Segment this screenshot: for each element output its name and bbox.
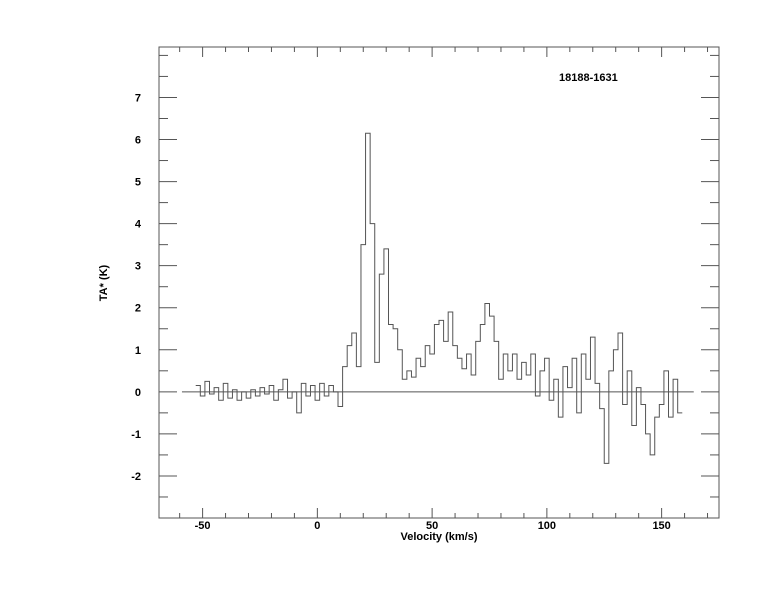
y-tick-label: 1 [135,345,141,357]
x-axis-label: Velocity (km/s) [400,531,477,543]
chart-title: 18188-1631 [559,72,618,84]
x-tick-label: 100 [538,520,556,532]
y-tick-label: 5 [135,177,141,189]
x-tick-label: 150 [652,520,670,532]
y-tick-label: -2 [131,471,141,483]
y-tick-label: -1 [131,429,141,441]
spectrum-line [195,132,683,464]
y-tick-label: 7 [135,92,141,104]
x-tick-label: -50 [195,520,211,532]
x-tick-label: 0 [314,520,320,532]
y-tick-label: 0 [135,387,141,399]
y-tick-label: 4 [135,219,142,231]
y-tick-label: 3 [135,261,141,273]
tick-labels: -50 0 50 100 150 -2 -1 0 1 2 3 4 5 6 7 [131,92,671,532]
y-tick-label: 2 [135,303,141,315]
y-tick-label: 6 [135,135,141,147]
y-axis-label: TA* (K) [98,264,110,301]
plot-axes [158,46,720,519]
plot-frame [158,46,720,519]
x-tick-label: 50 [426,520,438,532]
